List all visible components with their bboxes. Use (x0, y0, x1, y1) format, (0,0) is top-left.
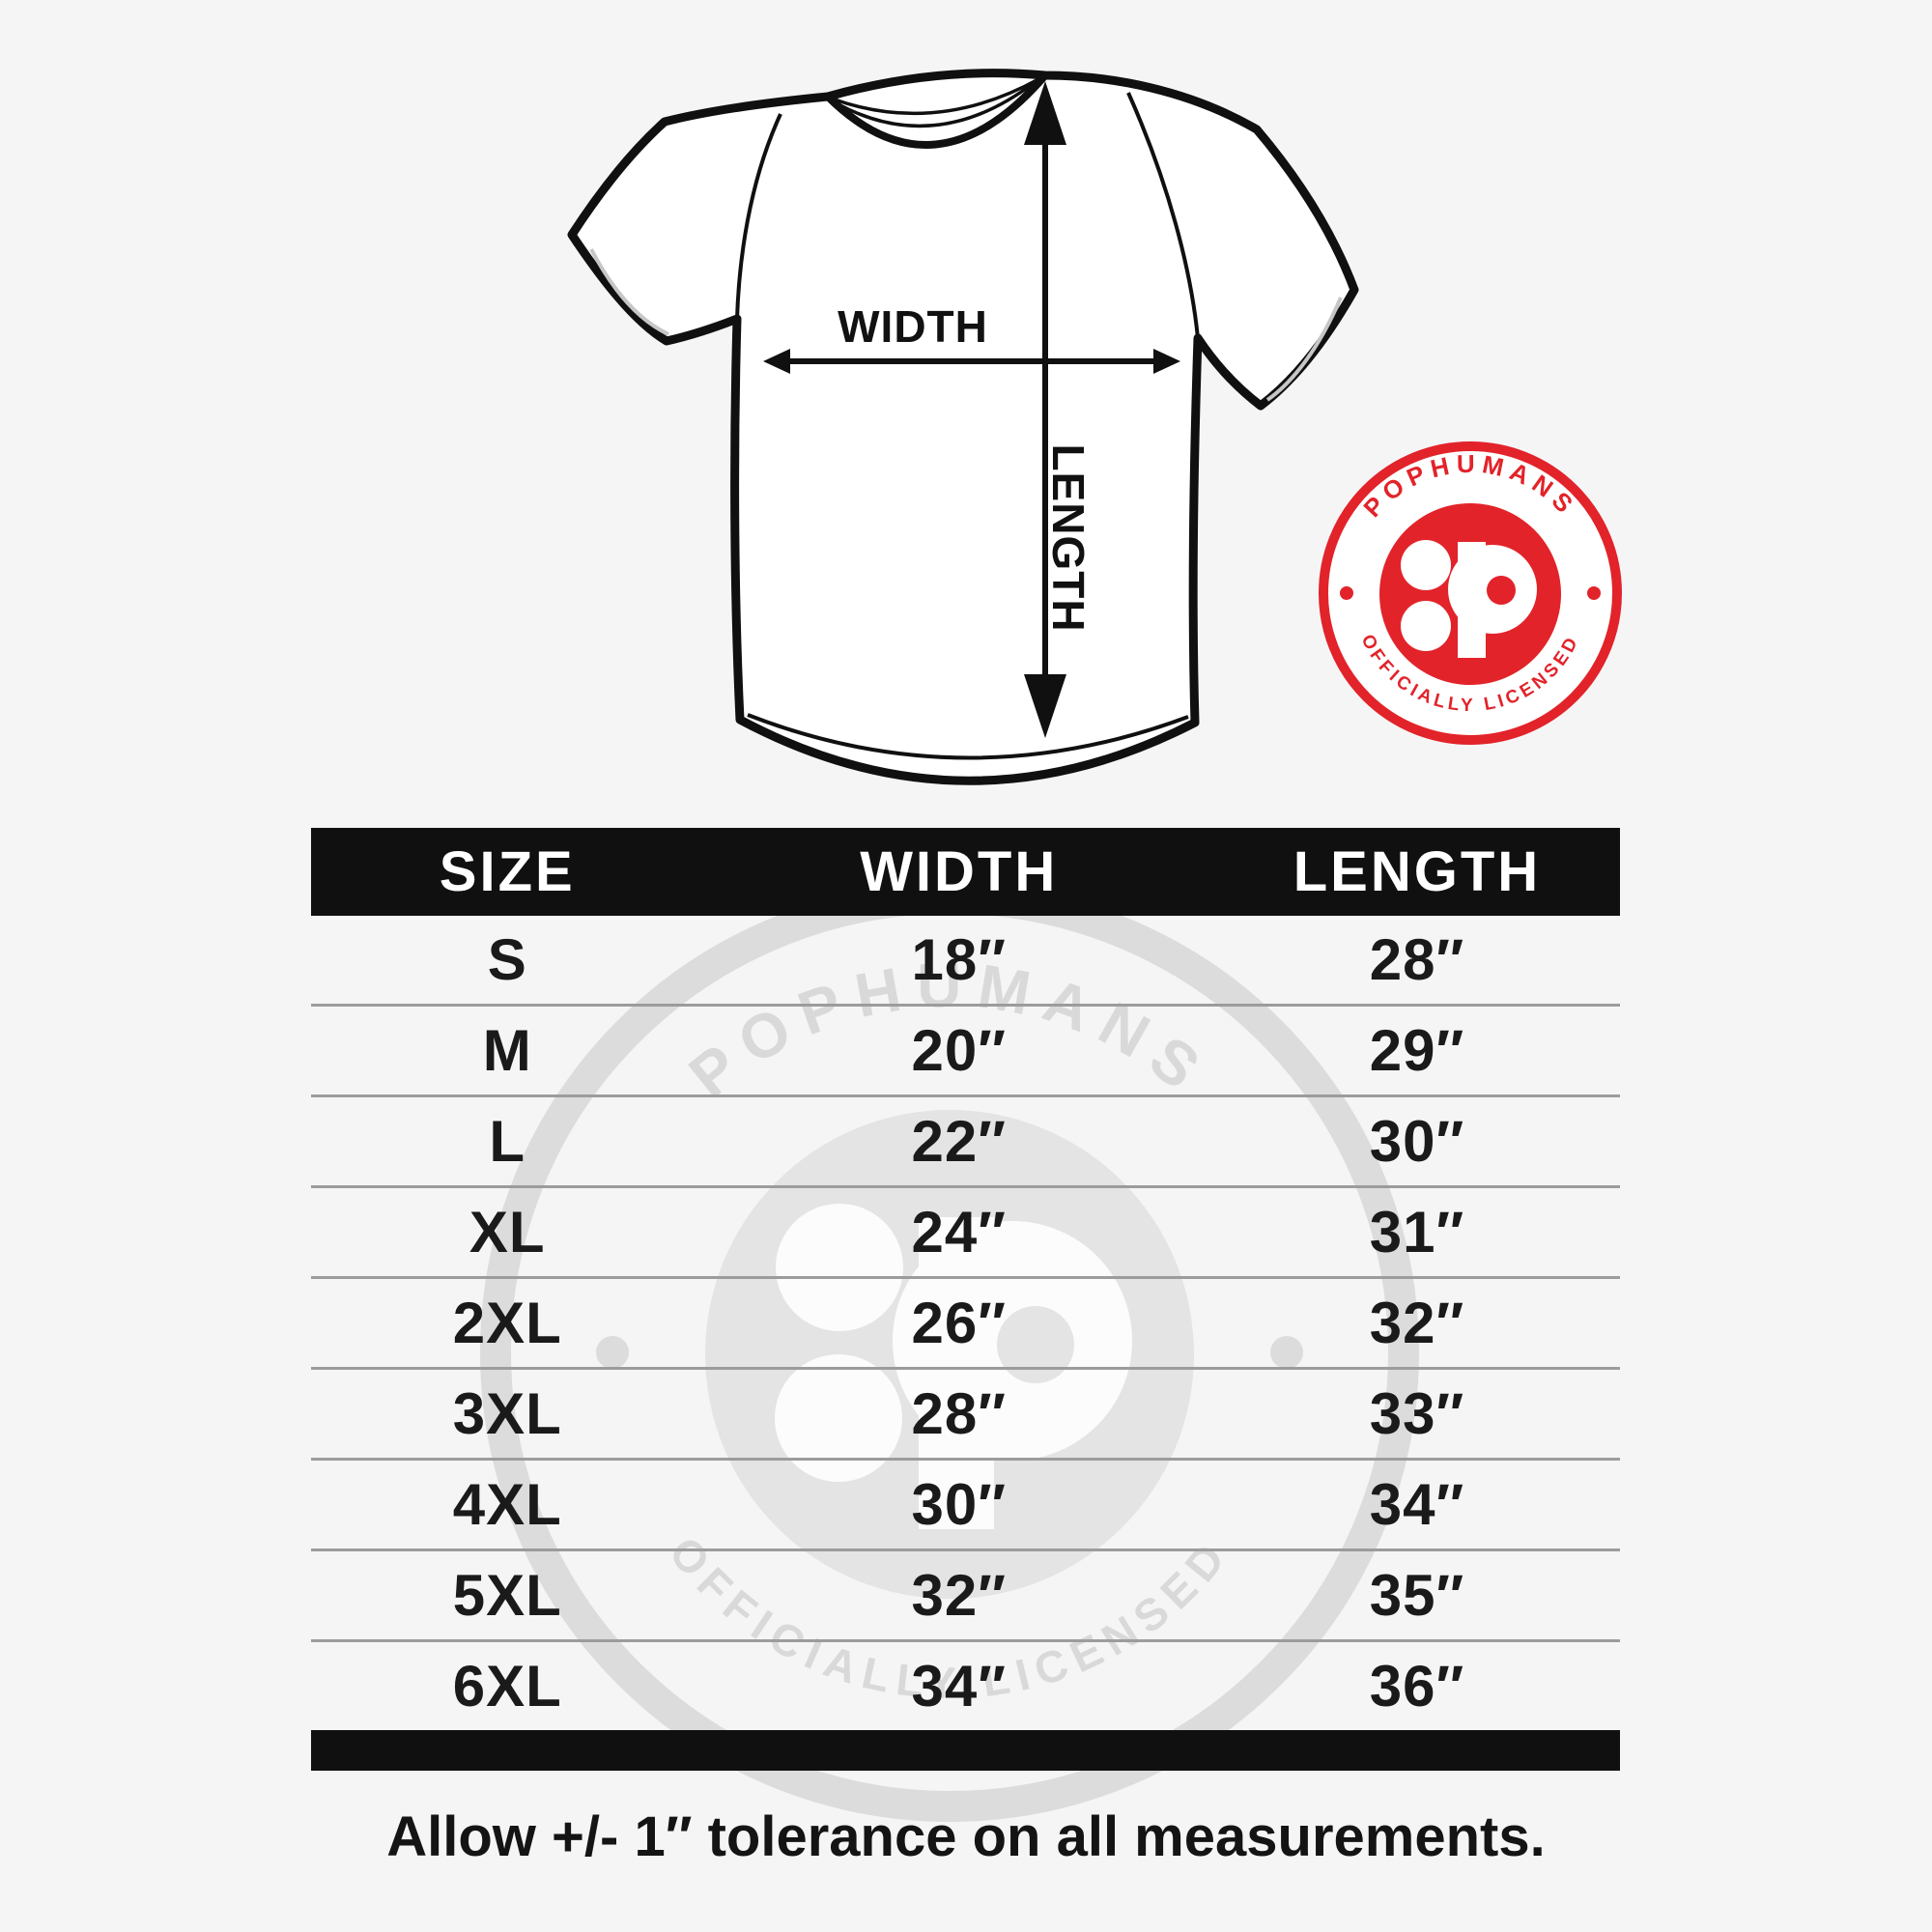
table-row: 5XL 32″ 35″ (311, 1548, 1620, 1639)
table-row: 2XL 26″ 32″ (311, 1276, 1620, 1367)
table-row: XL 24″ 31″ (311, 1185, 1620, 1276)
length-cell: 28″ (1369, 927, 1465, 992)
length-cell: 35″ (1369, 1563, 1465, 1628)
size-cell: XL (469, 1200, 546, 1264)
length-label: LENGTH (1043, 443, 1094, 632)
right-cuff-shade-line (1265, 297, 1343, 402)
size-table-header: SIZE WIDTH LENGTH (311, 828, 1620, 916)
width-cell: 18″ (911, 927, 1007, 992)
size-table-body: S 18″ 28″ M 20″ 29″ L 22″ 30″ XL 24″ 31″… (311, 916, 1620, 1730)
length-cell: 36″ (1369, 1654, 1465, 1719)
width-cell: 30″ (911, 1472, 1007, 1537)
size-cell: 4XL (452, 1472, 562, 1537)
length-cell: 34″ (1369, 1472, 1465, 1537)
badge-left-dot-icon (1340, 586, 1353, 600)
right-armhole-seam (1126, 92, 1200, 339)
length-cell: 30″ (1369, 1109, 1465, 1174)
watermark-colon-dot-top-icon (776, 1204, 903, 1331)
length-cell: 32″ (1369, 1291, 1465, 1355)
table-row: S 18″ 28″ (311, 916, 1620, 1004)
watermark-p-counter-icon (997, 1306, 1074, 1383)
length-arrowhead-bottom-icon (1024, 674, 1066, 738)
length-arrowhead-top-icon (1024, 81, 1066, 145)
table-row: 4XL 30″ 34″ (311, 1458, 1620, 1548)
tolerance-note: Allow +/- 1″ tolerance on all measuremen… (386, 1805, 1546, 1868)
tshirt-diagram: WIDTH LENGTH (567, 69, 1359, 785)
pophumans-badge: POPHUMANS OFFICIALLY LICENSED (1319, 441, 1622, 745)
collar-band-line (825, 72, 1049, 149)
size-cell: 6XL (452, 1654, 562, 1719)
length-cell: 31″ (1369, 1200, 1465, 1264)
watermark-colon-dot-bottom-icon (775, 1354, 902, 1482)
width-cell: 24″ (911, 1200, 1007, 1264)
hem-stitch-line (747, 713, 1189, 760)
width-arrow (763, 349, 1180, 374)
table-row: 3XL 28″ 33″ (311, 1367, 1620, 1458)
size-cell: 5XL (452, 1563, 562, 1628)
size-cell: L (489, 1109, 526, 1174)
watermark-right-dot-icon (1270, 1336, 1303, 1369)
watermark-logo: POPHUMANS OFFICIALLY LICENSED (480, 883, 1419, 1822)
length-arrow (1024, 81, 1066, 738)
badge-colon-dot-top-icon (1401, 540, 1451, 590)
table-row: 6XL 34″ 36″ (311, 1639, 1620, 1730)
badge-p-counter-icon (1487, 576, 1516, 605)
width-cell: 20″ (911, 1018, 1007, 1083)
header-width: WIDTH (860, 840, 1059, 903)
size-table: SIZE WIDTH LENGTH S 18″ 28″ M 20″ 29″ L … (311, 828, 1620, 1771)
header-length: LENGTH (1293, 840, 1542, 903)
width-cell: 34″ (911, 1654, 1007, 1719)
width-cell: 28″ (911, 1381, 1007, 1446)
length-cell: 33″ (1369, 1381, 1465, 1446)
left-cuff-shade-line (589, 248, 669, 336)
width-label: WIDTH (838, 301, 988, 352)
length-cell: 29″ (1369, 1018, 1465, 1083)
width-cell: 32″ (911, 1563, 1007, 1628)
width-arrowhead-right-icon (1153, 349, 1180, 374)
table-row: M 20″ 29″ (311, 1004, 1620, 1094)
size-cell: S (487, 927, 527, 992)
tshirt-outline (567, 69, 1359, 785)
size-cell: 3XL (452, 1381, 562, 1446)
table-row: L 22″ 30″ (311, 1094, 1620, 1185)
watermark-left-dot-icon (596, 1336, 629, 1369)
size-cell: 2XL (452, 1291, 562, 1355)
width-arrowhead-left-icon (763, 349, 790, 374)
collar-rib-line-2 (838, 81, 1036, 128)
width-cell: 26″ (911, 1291, 1007, 1355)
header-size: SIZE (439, 840, 576, 903)
size-cell: M (482, 1018, 532, 1083)
left-armhole-seam (735, 113, 782, 320)
table-bottom-bar (311, 1730, 1620, 1771)
collar-rib-line-1 (834, 77, 1039, 116)
width-cell: 22″ (911, 1109, 1007, 1174)
badge-right-dot-icon (1587, 586, 1601, 600)
badge-colon-dot-bottom-icon (1401, 601, 1451, 651)
